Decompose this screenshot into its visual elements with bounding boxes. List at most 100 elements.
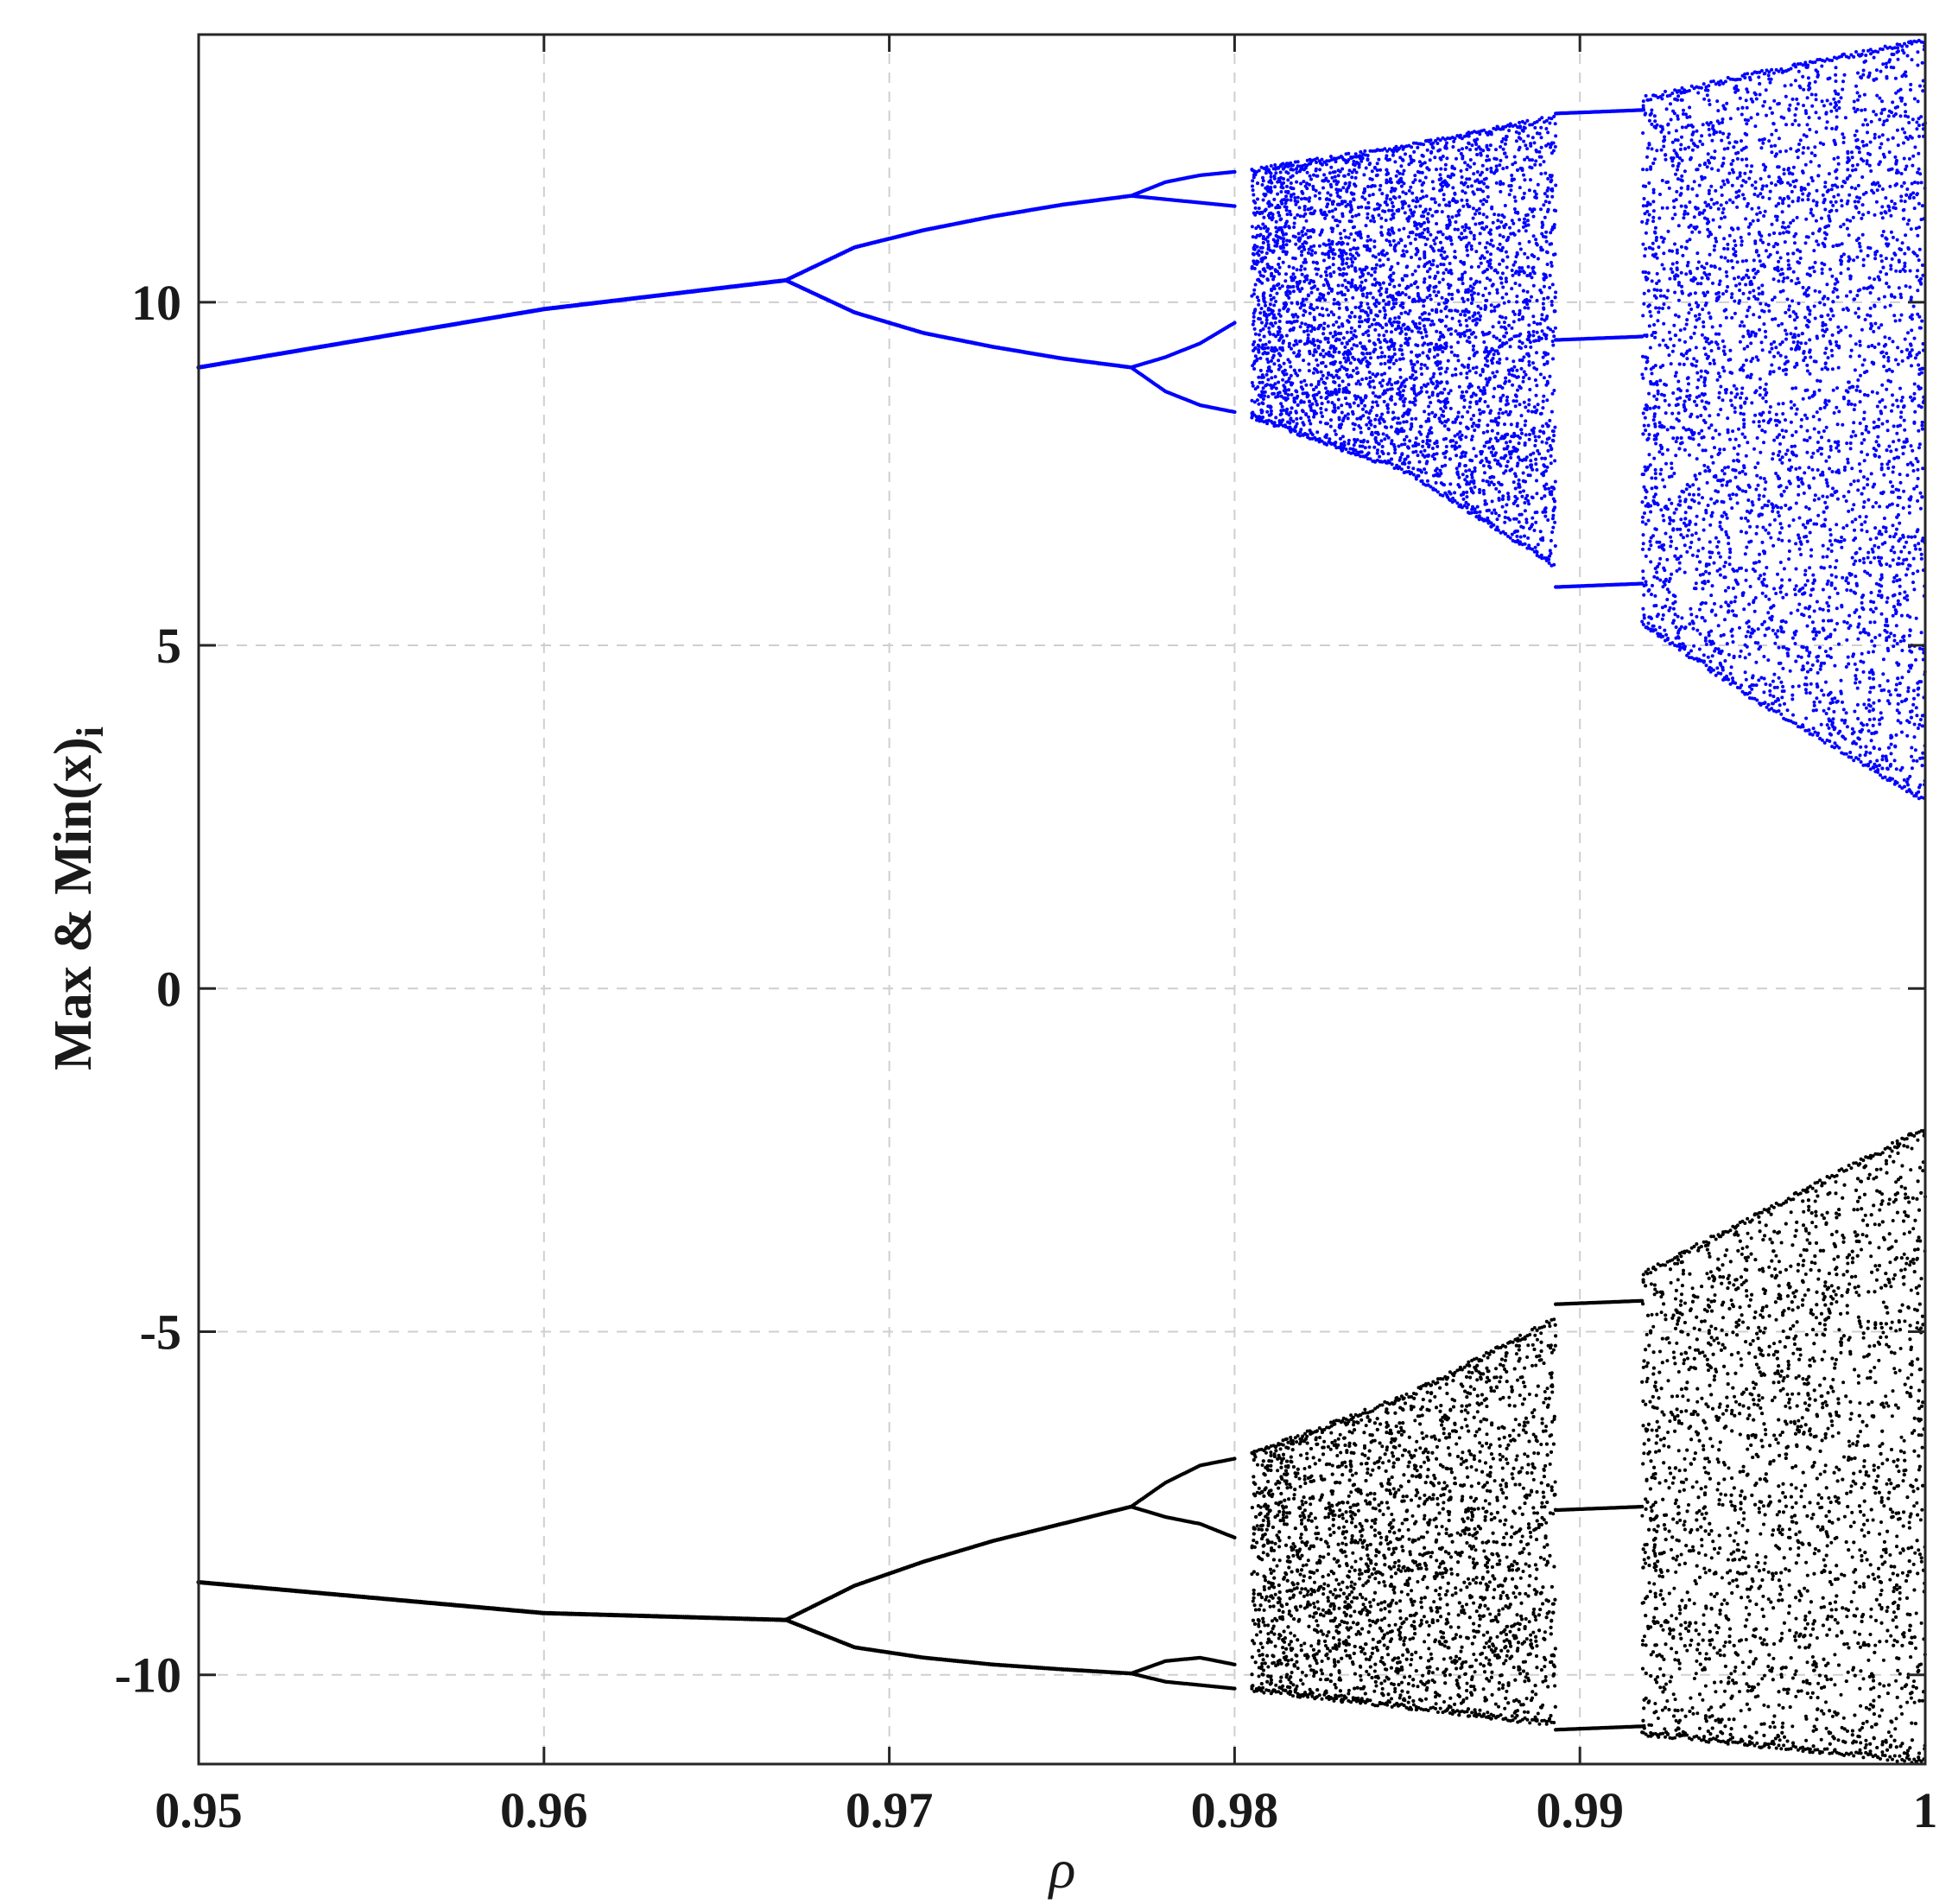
data-point <box>1875 404 1879 409</box>
data-point <box>1253 354 1258 359</box>
data-point <box>1343 181 1347 186</box>
data-point <box>1880 233 1885 238</box>
data-point <box>1538 530 1543 534</box>
data-point <box>1694 364 1698 368</box>
data-point <box>1336 291 1340 295</box>
data-point <box>1650 108 1654 112</box>
data-point <box>1422 304 1426 308</box>
data-point <box>1885 244 1890 248</box>
data-point <box>1702 97 1707 101</box>
data-point <box>1771 457 1775 461</box>
data-point <box>1336 194 1340 198</box>
data-point <box>1522 173 1525 177</box>
data-point <box>1545 398 1550 403</box>
data-point <box>1776 572 1779 576</box>
data-point <box>1848 588 1853 593</box>
data-point <box>1916 693 1920 697</box>
data-point <box>1485 168 1489 171</box>
data-point <box>1915 714 1919 718</box>
data-point <box>1874 501 1879 505</box>
data-point <box>1759 476 1763 480</box>
data-point <box>1908 353 1912 358</box>
data-point <box>1891 235 1895 239</box>
data-point <box>1893 76 1898 80</box>
data-point <box>1528 272 1532 276</box>
data-point <box>1809 593 1813 597</box>
data-point <box>1423 175 1428 180</box>
data-point <box>1866 345 1871 349</box>
data-point <box>1898 480 1903 485</box>
data-point <box>1896 346 1900 350</box>
data-point <box>1491 244 1495 248</box>
data-point <box>1811 415 1816 419</box>
data-point <box>1530 409 1534 414</box>
data-point <box>1490 428 1494 433</box>
data-point <box>1774 346 1778 350</box>
data-point <box>1427 412 1431 416</box>
data-point <box>1251 179 1255 183</box>
data-point <box>1251 342 1255 346</box>
data-point <box>1359 301 1363 305</box>
data-point <box>1768 689 1772 693</box>
data-point <box>1495 370 1499 374</box>
data-point <box>1528 433 1531 436</box>
data-point <box>1880 187 1885 191</box>
data-point <box>1725 178 1729 182</box>
data-point <box>1464 318 1468 322</box>
data-point <box>1253 308 1258 312</box>
data-point <box>1333 405 1337 409</box>
data-point <box>1525 155 1530 160</box>
data-point <box>1354 366 1359 371</box>
data-point <box>1885 387 1889 391</box>
data-point <box>1417 321 1422 326</box>
data-point <box>1451 186 1455 190</box>
data-point <box>1846 308 1850 312</box>
data-point <box>1413 237 1417 241</box>
data-point <box>1822 619 1826 623</box>
data-point <box>1323 270 1328 274</box>
data-point <box>1812 427 1816 431</box>
data-point <box>1323 381 1328 385</box>
data-point <box>1651 418 1656 422</box>
data-point <box>1292 351 1296 355</box>
data-point <box>1661 338 1665 342</box>
data-point <box>1832 97 1836 101</box>
data-point <box>1825 282 1829 287</box>
data-point <box>1402 226 1406 231</box>
data-point <box>1696 260 1701 264</box>
data-point <box>1496 431 1500 435</box>
data-point <box>1692 357 1696 361</box>
data-point <box>1504 510 1508 514</box>
data-point <box>1371 379 1375 384</box>
data-point <box>1727 555 1732 560</box>
data-point <box>1807 192 1811 196</box>
data-point <box>1272 176 1277 181</box>
data-point <box>1787 539 1791 543</box>
data-point <box>1878 747 1882 752</box>
data-point <box>1352 443 1356 447</box>
data-point <box>1781 231 1785 235</box>
data-point <box>1512 399 1516 403</box>
data-point <box>1492 352 1496 357</box>
data-point <box>1291 289 1296 294</box>
data-point <box>1879 270 1883 274</box>
data-point <box>1797 69 1801 73</box>
data-point <box>1718 479 1722 482</box>
data-point <box>1481 213 1486 217</box>
data-point <box>1846 267 1850 271</box>
data-point <box>1886 359 1891 363</box>
data-point <box>1532 529 1537 532</box>
data-point <box>1728 497 1733 501</box>
data-point <box>1773 418 1778 422</box>
data-point <box>1331 375 1335 379</box>
data-point <box>1431 187 1435 191</box>
data-point <box>1494 336 1499 340</box>
data-point <box>1512 501 1516 505</box>
data-point <box>1772 517 1777 522</box>
data-point <box>1296 314 1300 319</box>
data-point <box>1891 100 1895 105</box>
data-point <box>1544 441 1549 445</box>
data-point <box>1870 390 1874 394</box>
data-point <box>1691 626 1695 631</box>
data-point <box>1279 394 1283 398</box>
